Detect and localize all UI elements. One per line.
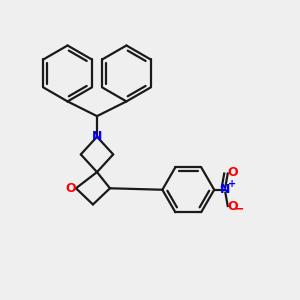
Text: N: N <box>92 130 102 143</box>
Text: O: O <box>228 200 238 213</box>
Text: N: N <box>220 183 231 196</box>
Text: O: O <box>65 182 76 195</box>
Text: +: + <box>228 179 236 190</box>
Text: −: − <box>234 202 244 215</box>
Text: O: O <box>228 167 238 179</box>
